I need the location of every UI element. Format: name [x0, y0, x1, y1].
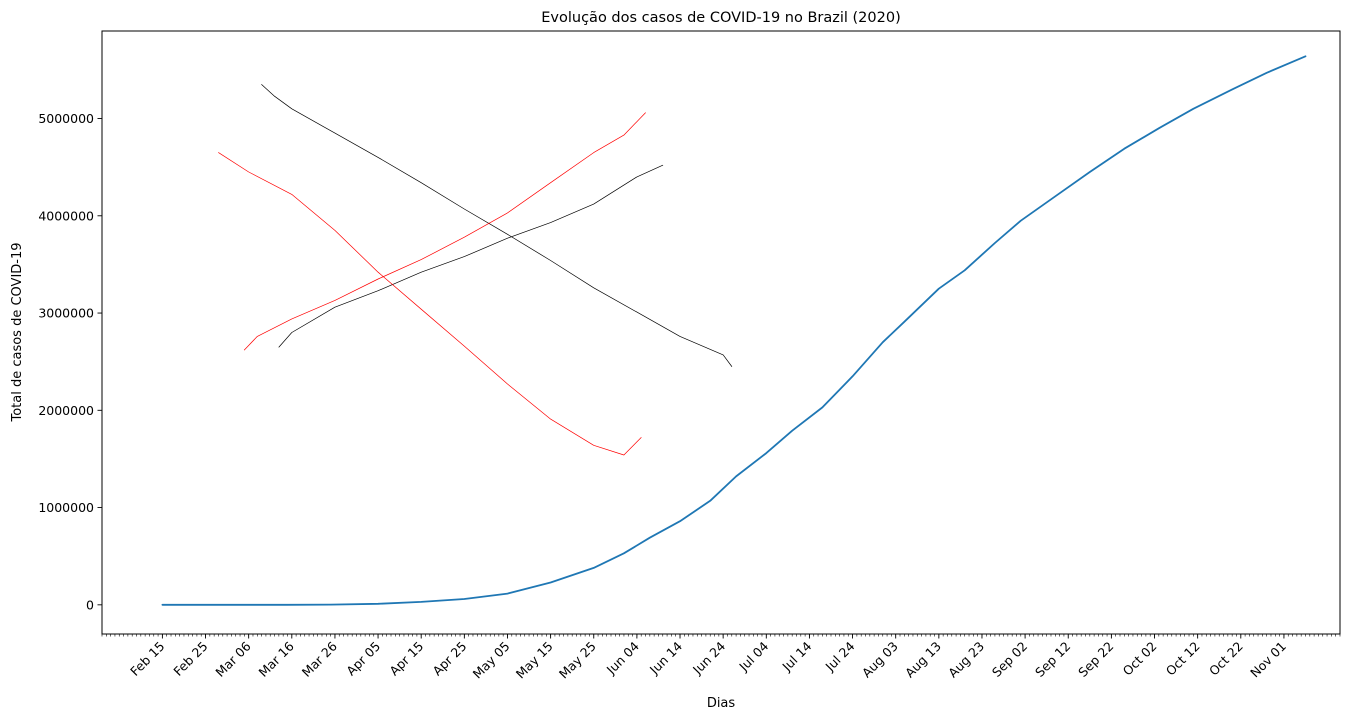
- x-tick-label: May 05: [470, 639, 513, 682]
- y-tick-label: 5000000: [38, 111, 94, 126]
- y-axis-label: Total de casos de COVID-19: [10, 242, 25, 422]
- x-tick-label: Aug 13: [902, 639, 944, 681]
- x-tick-label: Mar 16: [256, 638, 297, 679]
- x-axis-label: Dias: [707, 696, 736, 711]
- x-tick-label: Oct 22: [1206, 639, 1246, 679]
- plot-frame: [101, 30, 1341, 635]
- series-line-1: [261, 84, 733, 367]
- x-tick-label: Feb 15: [127, 639, 167, 679]
- x-tick-label: Sep 02: [989, 639, 1030, 680]
- x-tick-label: Sep 12: [1032, 639, 1073, 680]
- x-tick-label: May 25: [556, 639, 599, 682]
- x-tick-label: Mar 26: [299, 638, 340, 679]
- x-tick-label: Mar 06: [212, 638, 253, 679]
- x-tick-label: Jun 14: [646, 638, 685, 677]
- x-tick-label: Apr 25: [430, 639, 470, 679]
- x-tick-label: Feb 25: [170, 639, 210, 679]
- x-tick-label: Jul 24: [822, 638, 858, 674]
- y-tick-label: 3000000: [38, 306, 94, 321]
- y-tick-label: 0: [86, 597, 94, 612]
- chart-title: Evolução dos casos de COVID-19 no Brazil…: [541, 10, 900, 26]
- series-line-2: [278, 164, 664, 348]
- series-line-3: [218, 152, 642, 456]
- y-tick-label: 2000000: [38, 403, 94, 418]
- x-tick-label: Oct 02: [1120, 639, 1160, 679]
- x-tick-label: May 15: [513, 639, 556, 682]
- series-line-4: [243, 112, 646, 351]
- x-tick-label: Aug 03: [859, 639, 901, 681]
- x-tick-label: Apr 05: [343, 639, 383, 679]
- x-tick-label: Aug 23: [945, 639, 987, 681]
- x-tick-label: Sep 22: [1075, 639, 1116, 680]
- x-tick-label: Nov 01: [1247, 639, 1289, 681]
- x-tick-label: Jun 04: [603, 638, 642, 677]
- x-tick-label: Oct 12: [1163, 639, 1203, 679]
- x-tick-label: Jun 24: [689, 638, 728, 677]
- x-tick-label: Jul 04: [735, 638, 771, 674]
- series-line-cases: [161, 55, 1307, 606]
- y-tick-label: 1000000: [38, 500, 94, 515]
- y-tick-label: 4000000: [38, 208, 94, 223]
- x-tick-label: Apr 15: [386, 639, 426, 679]
- x-tick-label: Jul 14: [779, 638, 815, 674]
- plot-area: Feb 15 Feb 25 Mar 06 Mar 16 Mar 26 Apr 05 Apr …: [38, 55, 1341, 682]
